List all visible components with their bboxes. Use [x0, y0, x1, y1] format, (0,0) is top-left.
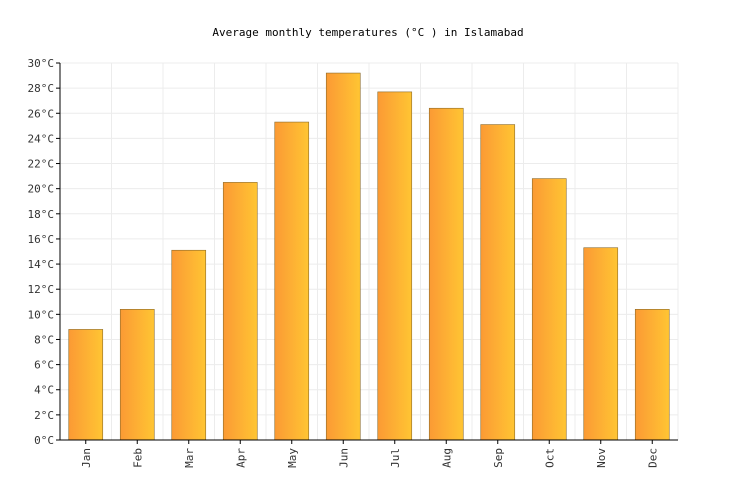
- bars: [68, 72, 670, 441]
- x-tick-label: Jun: [337, 448, 350, 468]
- y-tick-label: 8°C: [34, 333, 54, 346]
- x-tick-label: Oct: [543, 448, 556, 468]
- y-tick-labels: 0°C 2°C 4°C 6°C 8°C 10°C 12°C 14°C 16°C 18°C 20°C 2…: [28, 57, 60, 447]
- y-tick-label: 26°C: [28, 107, 55, 120]
- bar-oct: [531, 178, 567, 441]
- y-tick-label: 10°C: [28, 308, 55, 321]
- y-tick-label: 24°C: [28, 132, 55, 145]
- grid-lines: [59, 62, 679, 441]
- x-tick-label: May: [286, 448, 299, 468]
- y-tick-label: 2°C: [34, 409, 54, 422]
- x-tick-label: Aug: [440, 448, 453, 468]
- bar-apr: [222, 182, 258, 441]
- x-tick-label: Dec: [646, 448, 659, 468]
- y-tick-label: 14°C: [28, 258, 55, 271]
- y-tick-label: 18°C: [28, 208, 55, 221]
- x-tick-label: Jul: [389, 448, 402, 468]
- y-tick-label: 28°C: [28, 82, 55, 95]
- y-tick-label: 4°C: [34, 384, 54, 397]
- bar-sep: [480, 124, 516, 441]
- x-tick-labels: Jan Feb Mar Apr May Jun Jul Aug Sep Oct Nov Dec: [80, 440, 659, 468]
- axes: [59, 63, 678, 441]
- y-tick-label: 20°C: [28, 183, 55, 196]
- x-tick-label: Mar: [183, 448, 196, 468]
- bar-jul: [377, 91, 413, 441]
- x-tick-label: Nov: [595, 448, 608, 468]
- bar-aug: [428, 107, 464, 441]
- x-tick-label: Feb: [131, 448, 144, 468]
- y-tick-label: 0°C: [34, 434, 54, 447]
- y-tick-label: 30°C: [28, 57, 55, 70]
- y-tick-label: 12°C: [28, 283, 55, 296]
- bar-feb: [119, 309, 155, 441]
- y-tick-label: 22°C: [28, 158, 55, 171]
- bar-mar: [171, 249, 207, 441]
- y-tick-label: 6°C: [34, 359, 54, 372]
- bar-jun: [325, 72, 361, 441]
- bar-nov: [583, 247, 619, 441]
- bar-jan: [68, 329, 104, 441]
- chart-title: Average monthly temperatures (°C ) in Is…: [212, 26, 523, 39]
- y-tick-label: 16°C: [28, 233, 55, 246]
- bar-may: [274, 121, 310, 441]
- x-tick-label: Jan: [80, 448, 93, 468]
- x-tick-label: Apr: [234, 448, 247, 468]
- x-tick-label: Sep: [492, 448, 505, 468]
- bar-dec: [634, 309, 670, 441]
